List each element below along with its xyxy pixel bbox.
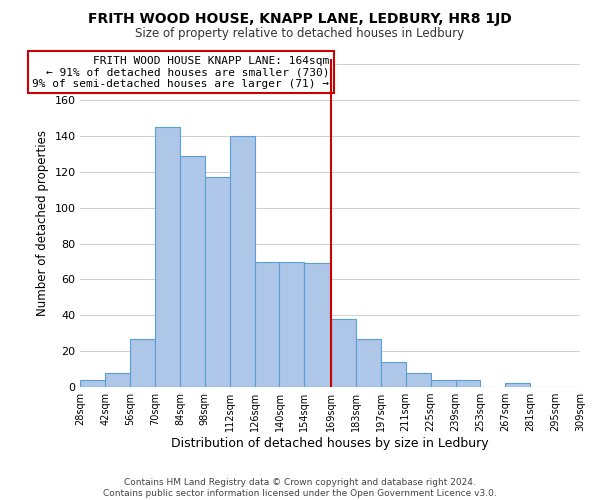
Bar	[280, 262, 304, 387]
Text: FRITH WOOD HOUSE KNAPP LANE: 164sqm
← 91% of detached houses are smaller (730)
9: FRITH WOOD HOUSE KNAPP LANE: 164sqm ← 91…	[32, 56, 329, 89]
Bar	[230, 136, 254, 387]
Bar	[155, 127, 180, 387]
Bar	[381, 362, 406, 387]
Bar	[254, 262, 280, 387]
Bar	[205, 177, 230, 387]
Bar	[406, 372, 431, 387]
Bar	[130, 338, 155, 387]
Text: Contains HM Land Registry data © Crown copyright and database right 2024.
Contai: Contains HM Land Registry data © Crown c…	[103, 478, 497, 498]
Bar	[455, 380, 481, 387]
Bar	[331, 319, 356, 387]
Bar	[80, 380, 105, 387]
Text: Size of property relative to detached houses in Ledbury: Size of property relative to detached ho…	[136, 28, 464, 40]
Bar	[105, 372, 130, 387]
Bar	[304, 264, 331, 387]
Y-axis label: Number of detached properties: Number of detached properties	[36, 130, 49, 316]
Bar	[505, 384, 530, 387]
Text: FRITH WOOD HOUSE, KNAPP LANE, LEDBURY, HR8 1JD: FRITH WOOD HOUSE, KNAPP LANE, LEDBURY, H…	[88, 12, 512, 26]
X-axis label: Distribution of detached houses by size in Ledbury: Distribution of detached houses by size …	[172, 437, 489, 450]
Bar	[180, 156, 205, 387]
Bar	[356, 338, 381, 387]
Bar	[431, 380, 455, 387]
